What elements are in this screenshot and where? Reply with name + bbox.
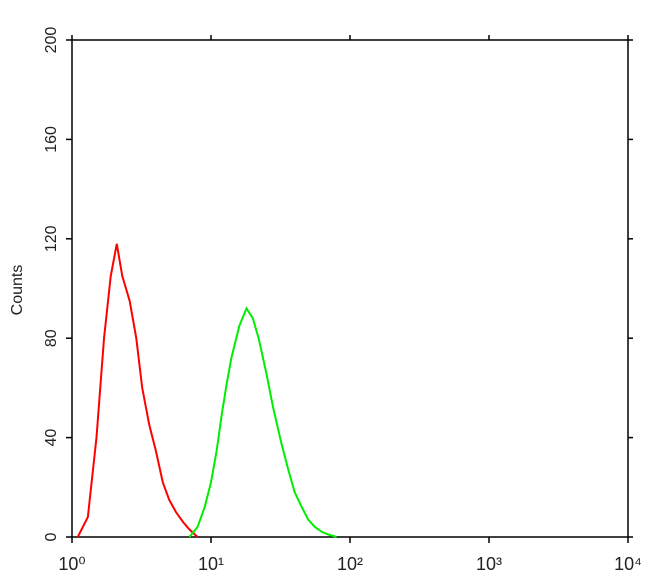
y-axis-label: Counts bbox=[9, 265, 26, 316]
y-tick-label: 160 bbox=[43, 126, 60, 153]
histogram-line bbox=[188, 306, 337, 538]
x-tick-label: 10³ bbox=[476, 554, 502, 574]
y-tick-label: 80 bbox=[43, 329, 60, 347]
histogram-line bbox=[76, 243, 199, 538]
plot-frame bbox=[71, 39, 629, 538]
y-tick-label: 200 bbox=[43, 27, 60, 54]
y-tick-label: 0 bbox=[43, 532, 60, 541]
x-tick-label: 10¹ bbox=[198, 554, 224, 574]
x-tick-label: 10⁴ bbox=[614, 554, 642, 574]
x-tick-label: 10⁰ bbox=[58, 554, 85, 574]
x-tick-label: 10² bbox=[337, 554, 363, 574]
y-tick-label: 40 bbox=[43, 429, 60, 447]
y-tick-label: 120 bbox=[43, 225, 60, 252]
